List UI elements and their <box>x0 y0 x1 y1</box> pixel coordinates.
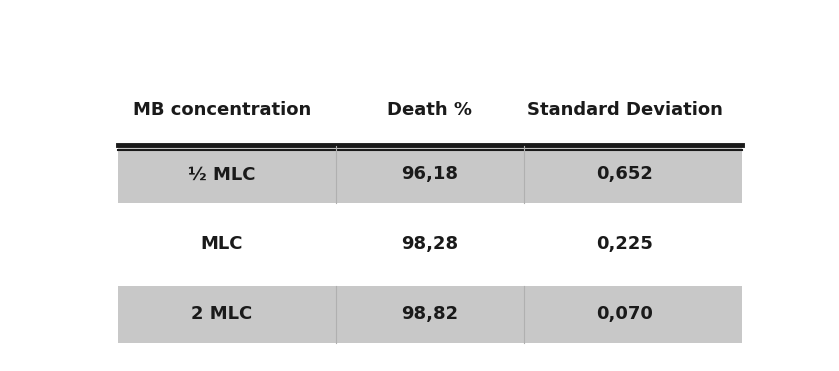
Text: 0,652: 0,652 <box>597 165 654 184</box>
Bar <box>117 286 742 343</box>
Text: 0,225: 0,225 <box>597 236 654 253</box>
Text: MB concentration: MB concentration <box>133 101 311 119</box>
Text: 0,070: 0,070 <box>597 305 654 324</box>
Text: 2 MLC: 2 MLC <box>191 305 253 324</box>
Text: Standard Deviation: Standard Deviation <box>527 101 723 119</box>
Bar <box>117 315 742 325</box>
Text: 96,18: 96,18 <box>402 165 458 184</box>
Text: ½ MLC: ½ MLC <box>188 165 256 184</box>
Text: 98,82: 98,82 <box>401 305 459 324</box>
Text: Death %: Death % <box>388 101 472 119</box>
Text: 98,28: 98,28 <box>401 236 459 253</box>
Text: MLC: MLC <box>201 236 243 253</box>
Bar <box>117 146 742 203</box>
